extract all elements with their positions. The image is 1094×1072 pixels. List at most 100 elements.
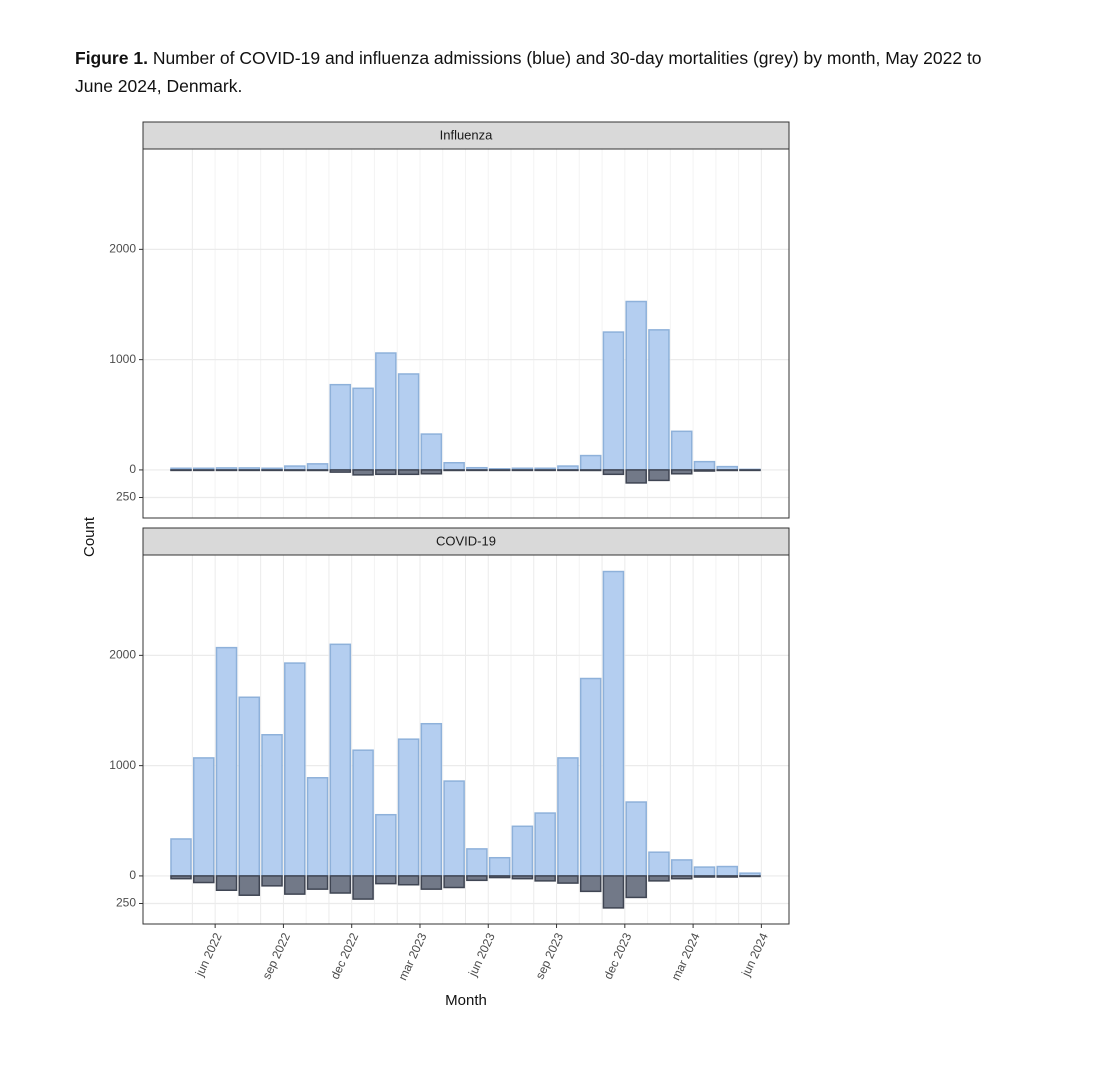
bar <box>625 875 647 899</box>
bar <box>579 469 602 472</box>
bar <box>488 875 511 879</box>
bar <box>329 643 352 877</box>
bar <box>397 373 420 471</box>
bar <box>215 646 238 877</box>
y-tick-label: 0 <box>129 462 136 476</box>
bar <box>511 825 534 877</box>
bar <box>534 469 556 472</box>
bar <box>488 469 511 472</box>
bar <box>420 433 443 471</box>
bar <box>602 875 625 909</box>
bar <box>306 777 329 877</box>
y-tick-label: 2000 <box>109 648 136 662</box>
bar <box>238 469 261 472</box>
bar <box>716 865 739 877</box>
bar <box>397 738 420 877</box>
bar <box>170 469 192 472</box>
x-tick-label: jun 2022 <box>192 930 225 979</box>
caption-text: Number of COVID-19 and influenza admissi… <box>75 48 982 96</box>
bar <box>557 875 579 884</box>
bar <box>192 757 215 877</box>
bar <box>466 469 488 472</box>
bar <box>648 851 670 877</box>
bar <box>557 469 579 472</box>
bar <box>306 469 329 472</box>
facet-title: Influenza <box>440 127 494 142</box>
bar <box>215 875 238 892</box>
bar <box>329 383 352 471</box>
bar <box>670 430 693 471</box>
y-tick-label: 1000 <box>109 352 136 366</box>
y-tick-label: 250 <box>116 490 136 504</box>
bar <box>397 469 420 476</box>
bar <box>534 812 556 877</box>
bar <box>284 469 306 472</box>
x-tick-label: mar 2023 <box>395 930 429 982</box>
bar <box>170 875 192 880</box>
bar <box>670 469 693 475</box>
bar <box>579 677 602 877</box>
bar <box>352 875 374 900</box>
bar <box>716 469 739 472</box>
bar <box>602 331 625 471</box>
bar <box>648 469 670 482</box>
x-tick-label: jun 2023 <box>465 930 498 979</box>
bar <box>602 469 625 476</box>
bar <box>352 469 374 476</box>
bar <box>466 875 488 882</box>
bar <box>579 454 602 471</box>
bar <box>306 875 329 890</box>
bar <box>397 875 420 886</box>
bar <box>466 848 488 877</box>
bar <box>238 696 261 877</box>
bar <box>420 722 443 877</box>
bar <box>739 875 761 878</box>
bar <box>420 875 443 890</box>
bar <box>716 875 739 878</box>
y-tick-label: 250 <box>116 896 136 910</box>
bar <box>625 300 647 471</box>
bar <box>511 875 534 880</box>
y-axis-label: Count <box>81 516 98 557</box>
bar <box>670 875 693 880</box>
x-tick-label: sep 2023 <box>533 930 567 981</box>
bar <box>693 866 716 877</box>
bar <box>625 469 647 484</box>
bar <box>693 875 716 878</box>
bar <box>238 875 261 896</box>
bar <box>557 757 579 877</box>
bar <box>625 801 647 877</box>
bar <box>693 469 716 472</box>
bar <box>443 780 465 877</box>
bar <box>284 662 306 877</box>
y-tick-label: 2000 <box>109 242 136 256</box>
bar <box>261 875 283 887</box>
bar <box>511 469 534 472</box>
bar <box>739 469 761 472</box>
x-axis-label: Month <box>445 992 487 1009</box>
bar <box>306 463 329 471</box>
x-tick-label: dec 2022 <box>328 930 362 981</box>
bar <box>670 859 693 877</box>
bar <box>170 838 192 877</box>
bar <box>420 469 443 475</box>
facet-strip <box>142 121 790 150</box>
panel-border <box>142 554 790 925</box>
bar <box>375 469 397 476</box>
bar <box>602 570 625 877</box>
bar <box>579 875 602 893</box>
bar <box>488 856 511 877</box>
bar <box>443 875 465 889</box>
x-tick-label: dec 2023 <box>601 930 635 981</box>
bar <box>375 813 397 877</box>
bar <box>261 734 283 877</box>
caption-label: Figure 1. <box>75 48 148 68</box>
bar <box>375 352 397 471</box>
x-tick-label: mar 2024 <box>669 930 703 982</box>
bar <box>648 875 670 882</box>
bar <box>329 875 352 894</box>
y-tick-label: 1000 <box>109 758 136 772</box>
panel-border <box>142 148 790 519</box>
